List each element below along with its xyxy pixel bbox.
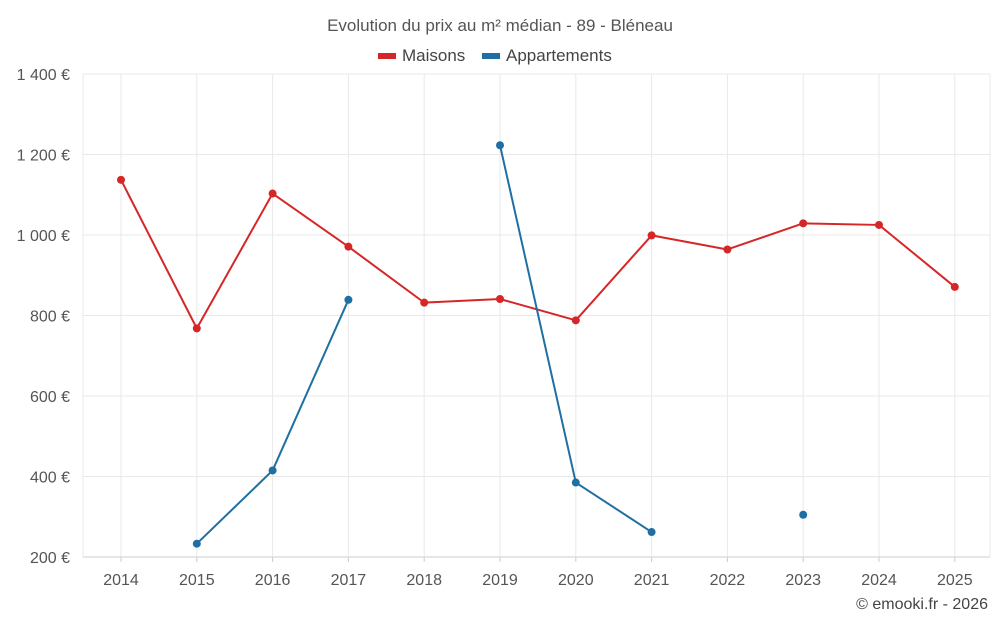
y-axis-ticks: 200 € 400 € 600 € 800 € 1 000 € 1 200 € 1 400 … <box>17 67 70 567</box>
chart-title: Evolution du prix au m² médian - 89 - Bl… <box>327 16 673 35</box>
legend-swatch <box>482 53 500 59</box>
grid <box>82 73 991 558</box>
y-tick-label: 800 € <box>30 309 70 326</box>
x-tick-label: 2019 <box>482 572 518 589</box>
data-point[interactable] <box>268 189 277 198</box>
legend: Maisons Appartements <box>378 46 612 65</box>
x-tick-label: 2016 <box>255 572 291 589</box>
x-axis-ticks: 2014 2015 2016 2017 2018 2019 2020 2021 2022 2023… <box>103 557 973 589</box>
legend-label: Maisons <box>402 46 465 65</box>
data-point[interactable] <box>192 324 201 333</box>
x-tick-label: 2018 <box>406 572 442 589</box>
y-tick-label: 600 € <box>30 389 70 406</box>
data-point[interactable] <box>571 478 580 487</box>
data-point[interactable] <box>647 528 656 537</box>
series-appartements <box>192 141 808 548</box>
legend-item-maisons[interactable]: Maisons <box>378 46 465 65</box>
data-point[interactable] <box>344 295 353 304</box>
x-tick-label: 2022 <box>710 572 746 589</box>
x-tick-label: 2014 <box>103 572 139 589</box>
series-maisons <box>117 175 959 333</box>
series-line <box>120 179 956 330</box>
x-tick-label: 2021 <box>634 572 670 589</box>
data-point[interactable] <box>571 316 580 325</box>
credit-text: © emooki.fr - 2026 <box>856 596 988 613</box>
y-tick-label: 400 € <box>30 470 70 487</box>
x-tick-label: 2017 <box>331 572 367 589</box>
data-point[interactable] <box>192 539 201 548</box>
data-point[interactable] <box>496 141 504 150</box>
data-point[interactable] <box>799 510 808 519</box>
data-point[interactable] <box>950 282 959 291</box>
x-tick-label: 2023 <box>785 572 821 589</box>
legend-swatch <box>378 53 396 59</box>
data-point[interactable] <box>420 298 429 307</box>
data-point[interactable] <box>496 294 504 303</box>
y-tick-label: 1 000 € <box>17 228 70 245</box>
legend-item-appartements[interactable]: Appartements <box>482 46 612 65</box>
data-point[interactable] <box>799 219 808 228</box>
data-point[interactable] <box>647 231 656 240</box>
data-point[interactable] <box>723 245 732 254</box>
data-point[interactable] <box>875 220 883 229</box>
legend-label: Appartements <box>506 46 612 65</box>
x-tick-label: 2024 <box>861 572 897 589</box>
x-tick-label: 2015 <box>179 572 215 589</box>
y-tick-label: 1 400 € <box>17 67 70 84</box>
data-point[interactable] <box>117 175 125 184</box>
x-tick-label: 2025 <box>937 572 973 589</box>
y-tick-label: 1 200 € <box>17 148 70 165</box>
y-tick-label: 200 € <box>30 550 70 567</box>
data-point[interactable] <box>344 242 353 251</box>
series <box>117 141 959 548</box>
x-tick-label: 2020 <box>558 572 594 589</box>
data-point[interactable] <box>268 466 277 475</box>
